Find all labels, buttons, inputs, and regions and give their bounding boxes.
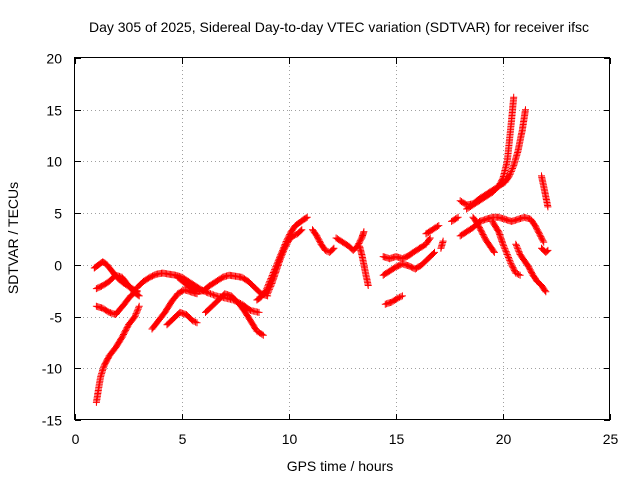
x-tick-label: 0 [72, 431, 80, 447]
series-arc-13 [332, 228, 368, 254]
series-arc-26 [512, 240, 550, 296]
y-tick-label: 20 [46, 51, 62, 67]
series-markers [422, 222, 443, 238]
series-arc-19 [437, 237, 447, 252]
series-arc-4 [92, 287, 141, 318]
data-layer [90, 93, 552, 406]
series-arc-17 [379, 248, 438, 279]
y-tick-label: -5 [50, 310, 63, 326]
series-markers [332, 228, 368, 254]
series-markers [381, 292, 406, 308]
y-tick-label: 10 [46, 154, 62, 170]
series-arc-11 [264, 226, 306, 298]
series-arc-7 [163, 308, 201, 329]
series-markers [379, 248, 438, 279]
series-markers [448, 213, 462, 225]
series-arc-12 [309, 226, 338, 256]
series-markers [469, 213, 498, 256]
series-markers [512, 240, 550, 296]
y-tick-label: 0 [54, 258, 62, 274]
series-arc-18 [422, 222, 443, 238]
x-axis-label: GPS time / hours [287, 458, 394, 474]
x-tick-label: 20 [496, 431, 512, 447]
series-markers [356, 242, 372, 289]
series-markers [92, 302, 143, 406]
series-markers [174, 271, 272, 300]
series-markers [456, 213, 548, 246]
series-markers [163, 308, 201, 329]
series-arc-15 [379, 234, 434, 263]
x-tick-label: 25 [603, 431, 619, 447]
chart-title: Day 305 of 2025, Sidereal Day-to-day VTE… [89, 19, 589, 35]
series-arc-6 [148, 286, 201, 333]
x-tick-label: 10 [282, 431, 298, 447]
plot-frame [74, 57, 610, 420]
series-arc-16 [381, 292, 406, 308]
series-markers [538, 244, 552, 256]
series-markers [488, 217, 524, 279]
series-markers [379, 234, 434, 263]
y-tick-label: 5 [54, 206, 62, 222]
axis-layer: 0 5 10 15 20 25 -15 -10 -5 0 5 10 15 20 [42, 51, 619, 448]
series-arc-24 [469, 213, 498, 256]
series-markers [92, 287, 141, 318]
series-markers [538, 172, 552, 211]
x-tick-label: 15 [389, 431, 405, 447]
series-arc-22 [456, 93, 518, 209]
x-tick-label: 5 [179, 431, 187, 447]
y-tick-label: -15 [42, 413, 62, 429]
y-tick-label: 15 [46, 103, 62, 119]
series-markers [463, 106, 529, 213]
series-arc-25 [488, 217, 524, 279]
series-arc-8 [174, 271, 272, 300]
y-tick-label: -10 [42, 361, 62, 377]
series-arc-14 [356, 242, 372, 289]
series-arc-9 [202, 290, 267, 339]
series-markers [202, 290, 267, 339]
series-markers [148, 286, 201, 333]
series-arc-20 [448, 213, 462, 225]
series-arc-21 [456, 213, 548, 246]
series-markers [264, 226, 306, 298]
series-arc-1 [92, 302, 143, 406]
series-markers [456, 93, 518, 209]
series-arc-27 [538, 172, 552, 211]
series-arc-28 [538, 244, 552, 256]
series-markers [309, 226, 338, 256]
y-axis-label: SDTVAR / TECUs [5, 182, 21, 294]
series-arc-23 [463, 106, 529, 213]
series-markers [437, 237, 447, 252]
